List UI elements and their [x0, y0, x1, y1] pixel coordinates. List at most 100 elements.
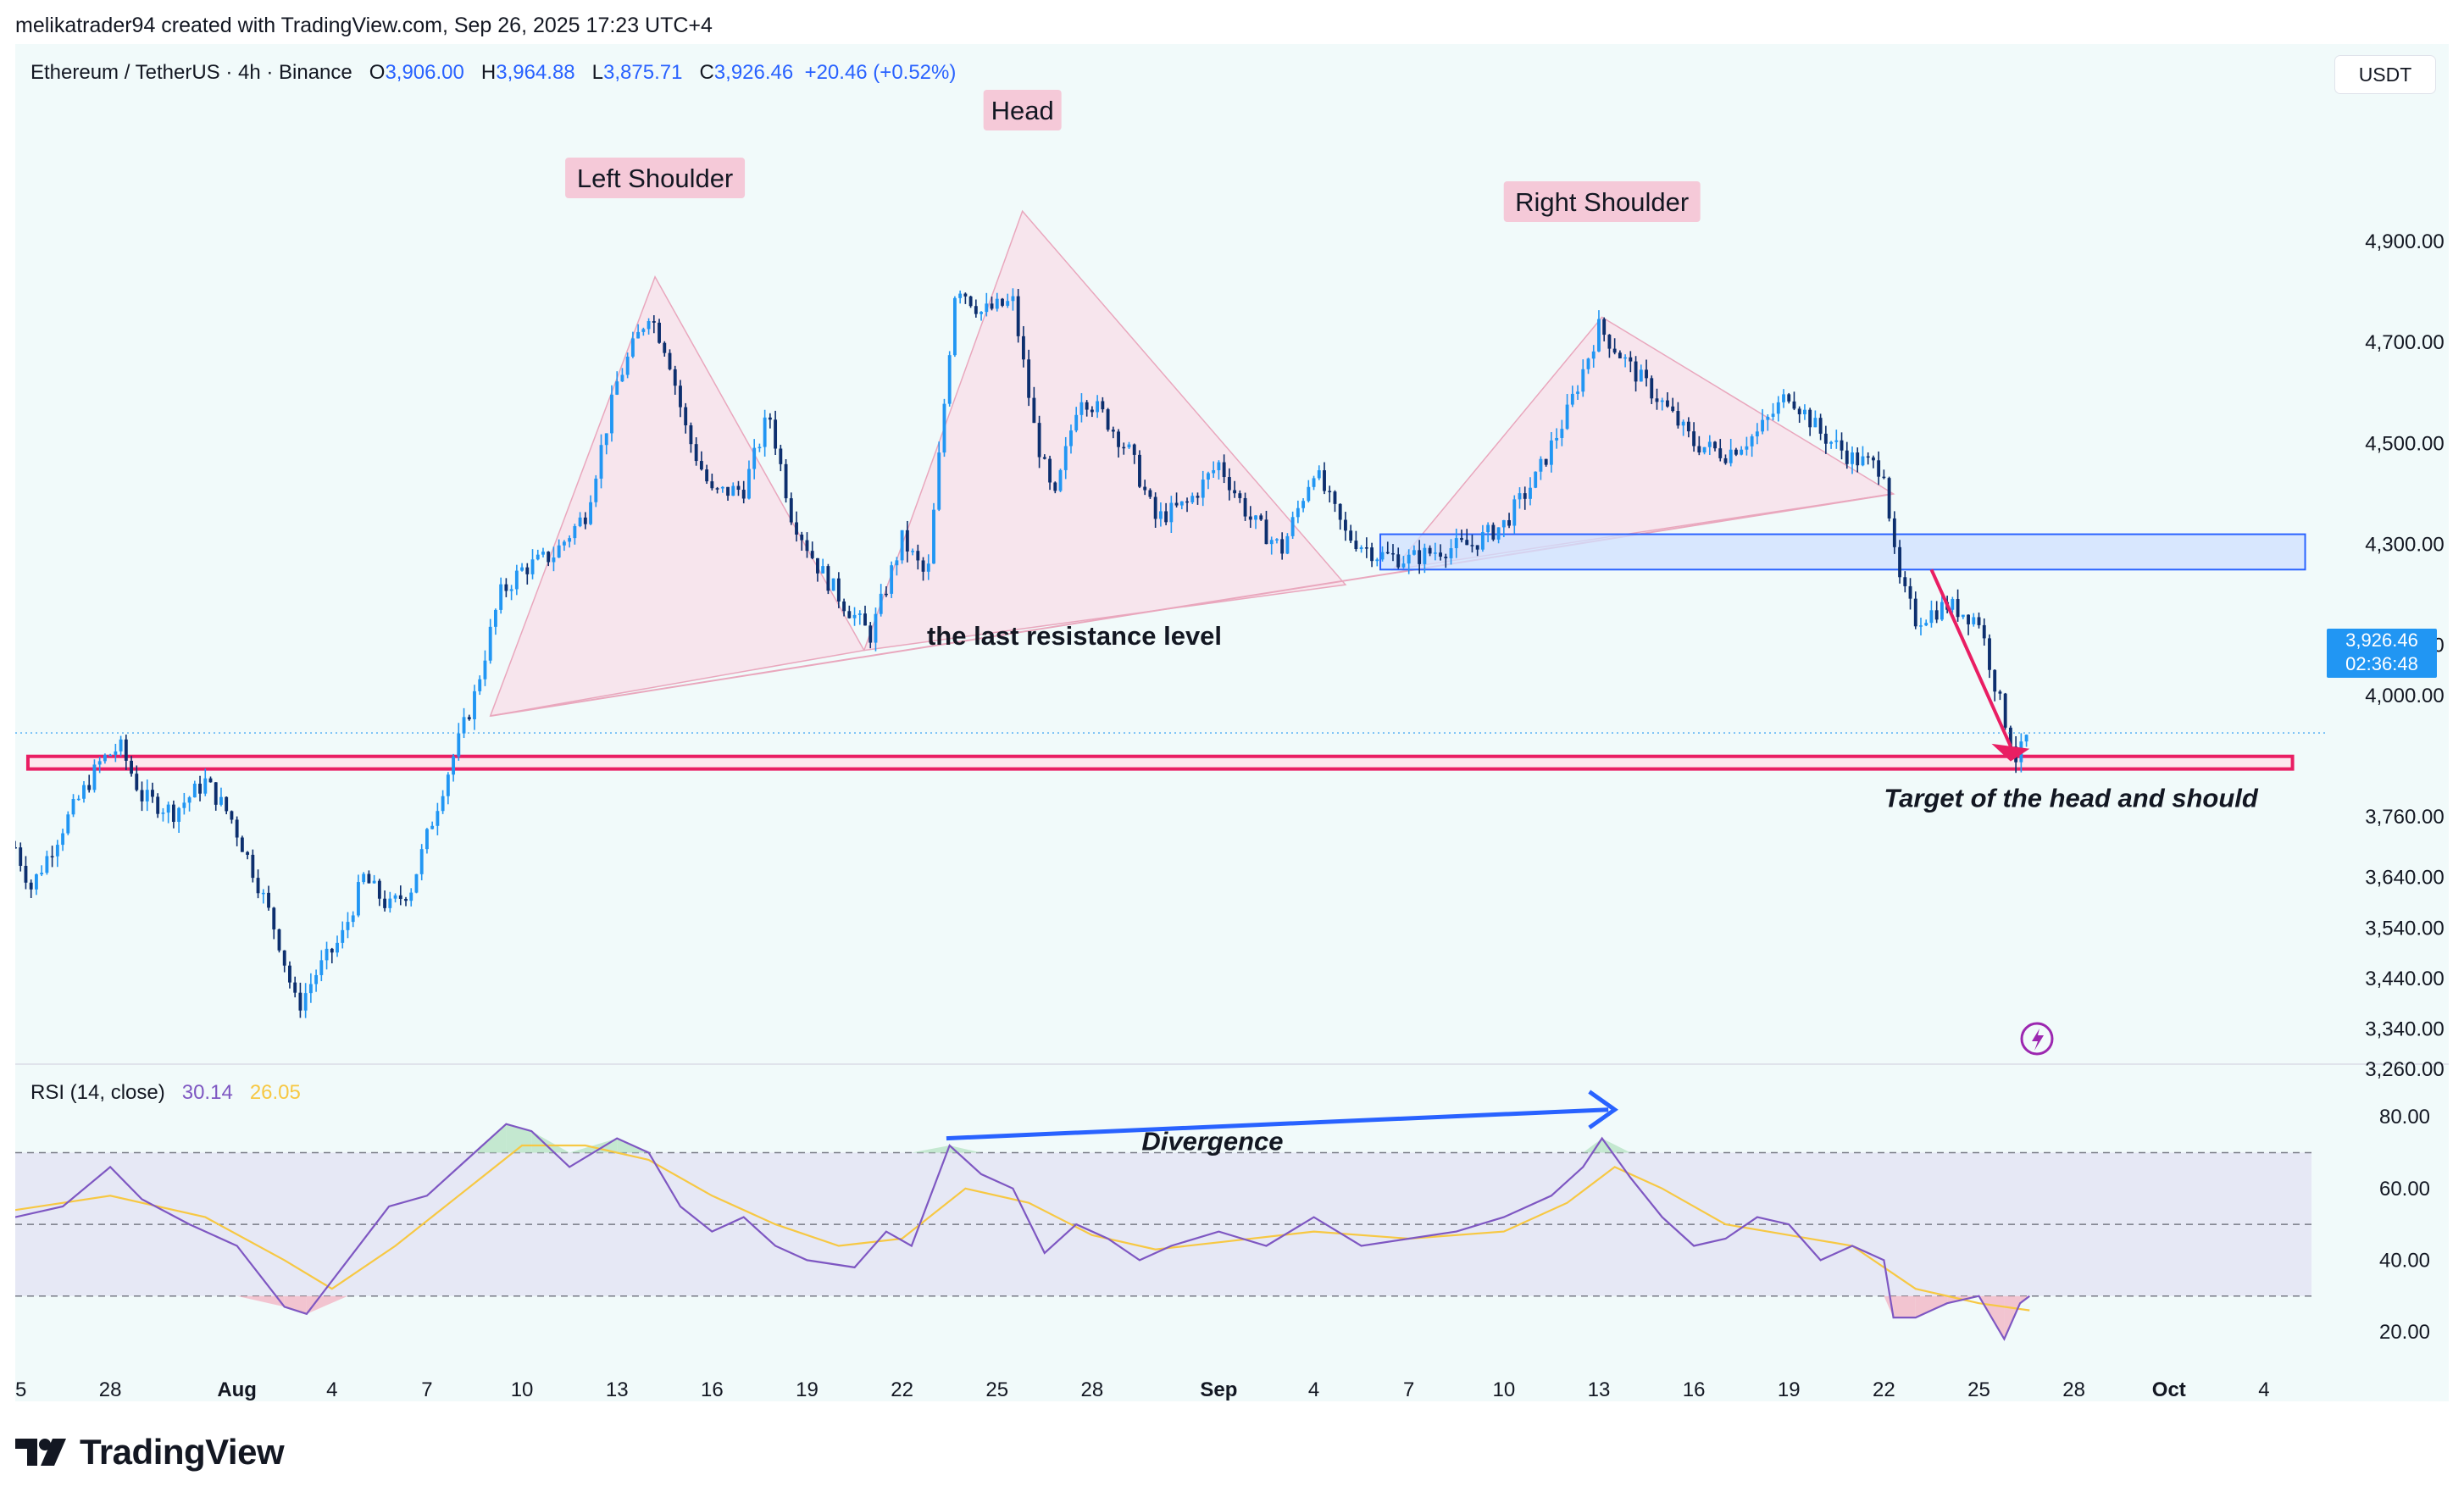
candle	[1903, 577, 1907, 586]
candle	[1475, 545, 1479, 550]
candle	[1364, 547, 1368, 549]
candle	[1132, 444, 1136, 455]
candle	[874, 613, 878, 643]
rsi-title[interactable]: RSI (14, close)	[31, 1081, 165, 1104]
candle	[61, 833, 65, 846]
candle	[710, 481, 714, 489]
candle	[1359, 547, 1363, 550]
candle	[1887, 478, 1891, 519]
candle	[161, 813, 165, 814]
candle	[367, 874, 371, 884]
candle	[1391, 552, 1395, 555]
candle	[156, 796, 160, 814]
candle	[1444, 557, 1448, 558]
candle	[741, 490, 746, 499]
rsi-tick-label: 20.00	[2379, 1321, 2430, 1344]
candle	[715, 488, 719, 490]
rsi-tick-label: 40.00	[2379, 1249, 2430, 1272]
candle	[541, 552, 545, 555]
candle	[1892, 518, 1896, 547]
candle	[684, 407, 688, 426]
candle	[594, 478, 598, 502]
time-tick-label: 10	[1492, 1378, 1515, 1401]
candle	[240, 837, 244, 852]
candle	[995, 298, 999, 309]
time-tick-label: 28	[99, 1378, 122, 1401]
time-tick-label: 16	[1683, 1378, 1706, 1401]
candle	[1655, 398, 1659, 402]
candle	[1544, 458, 1548, 465]
candle	[1143, 486, 1147, 491]
candle	[436, 811, 440, 826]
candle	[372, 880, 376, 884]
candle	[1290, 517, 1295, 536]
candle	[1196, 496, 1200, 498]
candle	[726, 486, 730, 496]
candle	[1338, 503, 1342, 520]
candle	[145, 790, 149, 801]
candle	[831, 578, 835, 591]
right-shoulder-label: Right Shoulder	[1515, 187, 1689, 217]
rsi-overbought-fill	[531, 1131, 570, 1153]
candle	[1882, 476, 1886, 479]
time-tick-label: 10	[511, 1378, 534, 1401]
candle	[816, 557, 819, 574]
candle	[1401, 563, 1406, 568]
candle	[705, 469, 709, 482]
candle	[171, 804, 175, 823]
candle	[884, 593, 888, 596]
candle	[720, 486, 724, 489]
candle	[24, 865, 28, 883]
candle	[203, 778, 208, 794]
candle	[1650, 378, 1654, 399]
candle	[857, 613, 862, 615]
candle	[1560, 429, 1564, 438]
candle	[1618, 352, 1622, 358]
footer-brand[interactable]: TradingView	[15, 1432, 285, 1472]
time-tick-label: 25	[985, 1378, 1008, 1401]
candle	[1972, 617, 1976, 624]
candle	[1048, 458, 1052, 483]
price-tick-label: 3,640.00	[2365, 867, 2444, 890]
candle	[483, 660, 487, 679]
candle	[108, 754, 113, 757]
candle	[1629, 357, 1633, 362]
candle	[852, 614, 857, 618]
candle	[124, 739, 128, 761]
candle	[1207, 473, 1210, 480]
candle	[1913, 598, 1917, 627]
candle	[1851, 452, 1854, 464]
candle	[1612, 348, 1617, 353]
candle	[166, 804, 170, 813]
candle	[1243, 497, 1247, 517]
price-tick-label: 4,900.00	[2365, 230, 2444, 253]
candle	[1480, 532, 1485, 550]
candle	[1238, 493, 1242, 498]
candle	[1486, 524, 1490, 533]
candle	[1312, 478, 1316, 487]
chart-frame[interactable]: 3,260.00 3,340.00 3,440.00 3,540.00 3,640.00…	[15, 44, 2449, 1401]
candle	[473, 690, 476, 719]
candle	[1660, 400, 1664, 402]
candle	[1106, 409, 1110, 430]
candle	[1285, 535, 1290, 554]
candle	[1111, 430, 1115, 432]
candle	[1523, 493, 1527, 499]
high-label: H	[480, 61, 497, 84]
candle	[34, 874, 38, 890]
divergence-label: Divergence	[1141, 1127, 1283, 1156]
candle	[2024, 735, 2028, 742]
candle	[1074, 414, 1079, 431]
candle	[1465, 540, 1469, 546]
candle	[1375, 559, 1379, 562]
currency-button[interactable]: USDT	[2335, 56, 2435, 93]
chart-canvas[interactable]: 3,260.00 3,340.00 3,440.00 3,540.00 3,640.00…	[15, 44, 2449, 1401]
time-tick-label: 16	[701, 1378, 724, 1401]
candle	[1586, 358, 1590, 369]
candle	[377, 880, 381, 899]
candle	[1307, 486, 1311, 502]
symbol-title[interactable]: Ethereum / TetherUS · 4h · Binance	[31, 61, 352, 84]
candle	[1053, 482, 1057, 491]
candle	[219, 796, 223, 805]
bar-countdown: 02:36:48	[2345, 653, 2418, 674]
